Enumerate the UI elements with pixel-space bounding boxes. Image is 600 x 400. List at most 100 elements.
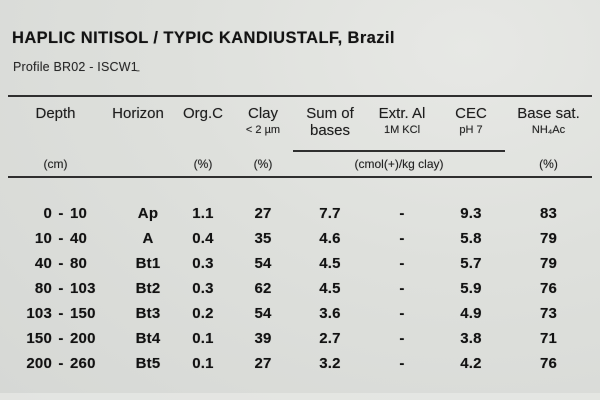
depth-from: 80	[34, 280, 52, 297]
cell-extr-al: -	[399, 255, 405, 272]
cell-base-sat: 79	[539, 255, 558, 272]
cell-sum-bases: 2.7	[319, 330, 341, 347]
col-header-clay: Clay < 2 µm	[233, 95, 293, 151]
header-row: Depth Horizon Org.C Clay < 2 µm Sum of b…	[8, 95, 592, 152]
cell-depth: 0 - 10	[8, 201, 103, 226]
depth-from: 0	[43, 205, 52, 222]
depth-dash: -	[58, 255, 64, 272]
depth-dash: -	[58, 280, 64, 297]
col-label-clay: Clay	[247, 105, 278, 122]
subtitle-artifact-dash: -	[136, 63, 140, 77]
col-label-extr-al: Extr. Al	[378, 105, 426, 122]
cell-horizon: Bt3	[135, 305, 161, 322]
cell-depth: 150 - 200	[8, 326, 103, 351]
cell-sum-bases: 4.5	[319, 280, 341, 297]
unit-clay: (%)	[233, 151, 293, 178]
col-header-base-sat: Base sat. NH₄Ac	[505, 95, 592, 151]
cell-org-c: 0.4	[192, 230, 214, 247]
unit-org-c: (%)	[173, 151, 233, 178]
unit-depth: (cm)	[8, 151, 103, 178]
units-row: (cm) (%) (%) (cmol(+)/kg clay) (%)	[8, 151, 592, 178]
cell-clay: 27	[254, 355, 272, 372]
cell-extr-al: -	[399, 330, 405, 347]
cell-cec: 5.8	[460, 230, 482, 247]
col-label-bases: bases	[309, 122, 351, 139]
cell-extr-al: -	[399, 305, 405, 322]
unit-base-sat: (%)	[505, 151, 592, 178]
depth-to: 260	[70, 355, 96, 372]
cell-clay: 27	[254, 205, 272, 222]
depth-from: 150	[26, 330, 52, 347]
cell-org-c: 0.2	[192, 305, 214, 322]
profile-subtitle: Profile BR02 - ISCW1	[13, 60, 138, 74]
table-row: 40 - 80 Bt1 0.3 54 4.5 - 5.7 79	[8, 251, 592, 276]
cell-base-sat: 76	[539, 355, 558, 372]
cell-base-sat: 76	[539, 280, 558, 297]
cell-sum-bases: 4.6	[319, 230, 341, 247]
col-sublabel-clay: < 2 µm	[245, 124, 281, 136]
cell-extr-al: -	[399, 230, 405, 247]
cell-cec: 5.7	[460, 255, 482, 272]
depth-dash: -	[58, 230, 64, 247]
cell-clay: 62	[254, 280, 272, 297]
col-label-sum-of: Sum of	[306, 105, 354, 122]
table-row: 200 - 260 Bt5 0.1 27 3.2 - 4.2 76	[8, 351, 592, 376]
depth-dash: -	[58, 205, 64, 222]
cell-org-c: 0.3	[192, 255, 214, 272]
cell-clay: 39	[254, 330, 272, 347]
table-head: Depth Horizon Org.C Clay < 2 µm Sum of b…	[8, 95, 592, 178]
cell-depth: 103 - 150	[8, 301, 103, 326]
col-sublabel-cec: pH 7	[459, 124, 483, 136]
col-header-cec: CEC pH 7	[437, 95, 505, 152]
cell-cec: 5.9	[460, 280, 482, 297]
cell-depth: 10 - 40	[8, 226, 103, 251]
cell-horizon: A	[142, 230, 154, 247]
col-label-base-sat: Base sat.	[517, 105, 580, 122]
depth-to: 40	[70, 230, 88, 247]
page-title: HAPLIC NITISOL / TYPIC KANDIUSTALF, Braz…	[12, 29, 395, 47]
unit-cmol-group: (cmol(+)/kg clay)	[293, 151, 505, 178]
cell-base-sat: 73	[539, 305, 558, 322]
depth-to: 103	[70, 280, 96, 297]
cell-horizon: Bt2	[135, 280, 161, 297]
cell-clay: 35	[254, 230, 272, 247]
cell-org-c: 1.1	[192, 205, 214, 222]
col-header-extr-al: Extr. Al 1M KCl	[367, 95, 437, 152]
cell-horizon: Bt4	[135, 330, 161, 347]
cell-horizon: Ap	[137, 205, 159, 222]
cell-cec: 4.2	[460, 355, 482, 372]
col-header-depth: Depth	[8, 95, 103, 151]
depth-to: 150	[70, 305, 96, 322]
cell-depth: 200 - 260	[8, 351, 103, 376]
col-label-org-c: Org.C	[182, 105, 223, 122]
depth-to: 200	[70, 330, 96, 347]
cell-extr-al: -	[399, 280, 405, 297]
table-row: 103 - 150 Bt3 0.2 54 3.6 - 4.9 73	[8, 301, 592, 326]
cell-cec: 3.8	[460, 330, 482, 347]
col-sublabel-base-sat: NH₄Ac	[531, 124, 566, 136]
col-label-depth: Depth	[35, 105, 76, 122]
header-gap	[8, 177, 592, 201]
cell-extr-al: -	[399, 355, 405, 372]
table-row: 80 - 103 Bt2 0.3 62 4.5 - 5.9 76	[8, 276, 592, 301]
cell-horizon: Bt1	[135, 255, 161, 272]
cell-cec: 4.9	[460, 305, 482, 322]
depth-to: 10	[70, 205, 88, 222]
cell-clay: 54	[254, 305, 272, 322]
cell-extr-al: -	[399, 205, 405, 222]
col-header-horizon: Horizon	[103, 95, 173, 151]
depth-dash: -	[58, 330, 64, 347]
cell-base-sat: 79	[539, 230, 558, 247]
cell-base-sat: 71	[539, 330, 558, 347]
slide-bottom-edge	[0, 393, 600, 400]
cell-depth: 40 - 80	[8, 251, 103, 276]
cell-clay: 54	[254, 255, 272, 272]
table-row: 0 - 10 Ap 1.1 27 7.7 - 9.3 83	[8, 201, 592, 226]
cell-depth: 80 - 103	[8, 276, 103, 301]
depth-from: 200	[26, 355, 52, 372]
col-label-horizon: Horizon	[112, 105, 164, 122]
depth-dash: -	[58, 305, 64, 322]
cell-sum-bases: 3.2	[319, 355, 341, 372]
cell-sum-bases: 3.6	[319, 305, 341, 322]
